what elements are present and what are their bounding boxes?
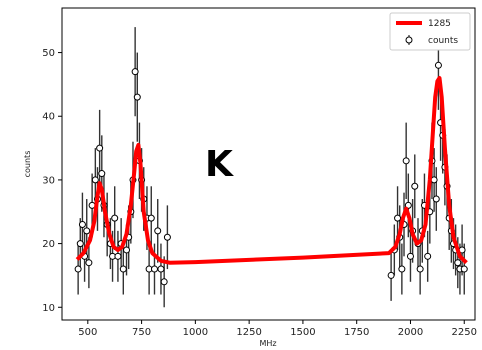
legend: 1285 counts bbox=[389, 12, 471, 51]
legend-label-counts: counts bbox=[428, 36, 458, 46]
data-point bbox=[114, 252, 122, 260]
data-point bbox=[430, 176, 438, 184]
data-point bbox=[78, 220, 86, 228]
y-tick-label: 50 bbox=[42, 48, 55, 59]
data-point bbox=[119, 265, 127, 273]
fit-line bbox=[75, 76, 468, 265]
y-tick-label: 20 bbox=[42, 239, 55, 250]
data-point bbox=[416, 265, 424, 273]
data-point bbox=[131, 68, 139, 76]
x-tick-label: 1500 bbox=[290, 327, 315, 338]
data-point bbox=[402, 157, 410, 165]
y-tick-label: 10 bbox=[42, 303, 55, 314]
x-tick-label: 500 bbox=[78, 327, 97, 338]
data-point bbox=[160, 278, 168, 286]
data-point bbox=[398, 265, 406, 273]
data-point bbox=[387, 271, 395, 279]
x-tick-label: 1000 bbox=[183, 327, 208, 338]
data-point bbox=[454, 259, 462, 267]
x-tick-label: 2000 bbox=[398, 327, 423, 338]
legend-marker-swatch bbox=[405, 36, 413, 44]
data-point bbox=[74, 265, 82, 273]
data-point bbox=[394, 214, 402, 222]
y-axis-ticks: 10 20 30 40 50 bbox=[42, 48, 62, 314]
data-point bbox=[111, 214, 119, 222]
data-point bbox=[147, 214, 155, 222]
data-point bbox=[424, 252, 432, 260]
data-point bbox=[83, 227, 91, 235]
data-point bbox=[150, 265, 158, 273]
data-point bbox=[123, 246, 131, 254]
data-point bbox=[157, 265, 165, 273]
data-point bbox=[434, 61, 442, 69]
x-axis-label: MHz bbox=[259, 339, 276, 348]
x-tick-label: 750 bbox=[132, 327, 151, 338]
x-tick-label: 2250 bbox=[452, 327, 477, 338]
y-tick-label: 40 bbox=[42, 112, 55, 123]
x-axis-ticks: 500 750 1000 1250 1500 1750 2000 2250 bbox=[78, 320, 477, 338]
data-point bbox=[406, 252, 414, 260]
data-point bbox=[432, 195, 440, 203]
data-point bbox=[96, 144, 104, 152]
x-tick-label: 1750 bbox=[344, 327, 369, 338]
data-point bbox=[154, 227, 162, 235]
data-point bbox=[163, 233, 171, 241]
data-point bbox=[133, 93, 141, 101]
data-point bbox=[460, 265, 468, 273]
legend-label-fit: 1285 bbox=[428, 19, 451, 29]
data-point bbox=[76, 240, 84, 248]
data-point bbox=[85, 259, 93, 267]
x-tick-label: 1250 bbox=[236, 327, 261, 338]
y-axis-label: counts bbox=[23, 151, 32, 178]
panel-letter-label: K bbox=[205, 144, 234, 185]
data-point bbox=[411, 182, 419, 190]
y-tick-label: 30 bbox=[42, 175, 55, 186]
data-point bbox=[91, 176, 99, 184]
data-point bbox=[98, 170, 106, 178]
